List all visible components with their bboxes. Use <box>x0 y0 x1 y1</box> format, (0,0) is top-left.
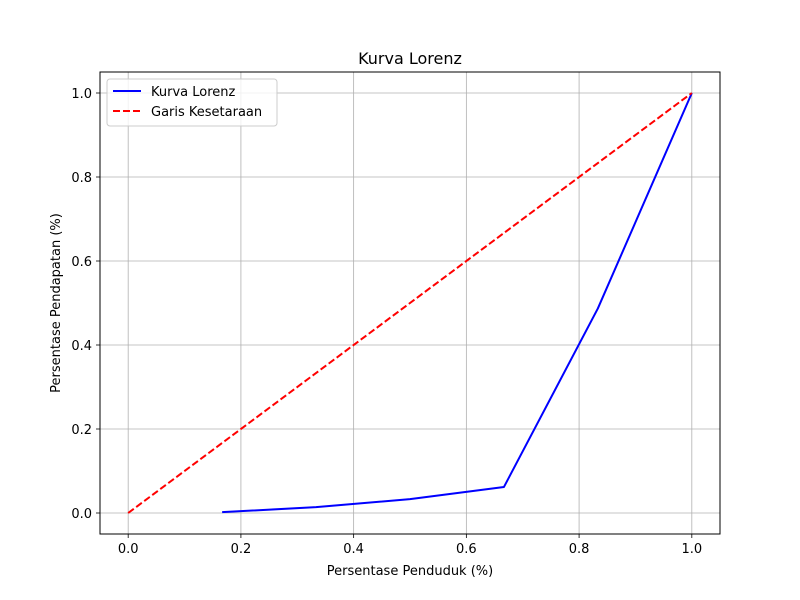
x-axis-label: Persentase Penduduk (%) <box>327 564 493 579</box>
grid-lines <box>100 72 720 534</box>
y-axis-label: Persentase Pendapatan (%) <box>49 213 64 393</box>
x-tick-label-1: 0.2 <box>231 542 252 557</box>
legend-label-garis-kesetaraan: Garis Kesetaraan <box>151 105 262 120</box>
y-tick-label-0: 0.0 <box>71 507 92 522</box>
x-tick-label-3: 0.6 <box>456 542 477 557</box>
x-tick-label-4: 0.8 <box>569 542 590 557</box>
x-tick-label-5: 1.0 <box>681 542 702 557</box>
plot-frame <box>99 71 721 535</box>
y-tick-label-4: 0.8 <box>71 171 92 186</box>
y-tick-label-1: 0.2 <box>71 423 92 438</box>
legend-label-kurva-lorenz: Kurva Lorenz <box>151 85 236 100</box>
y-tick-label-5: 1.0 <box>71 87 92 102</box>
x-tick-label-0: 0.0 <box>118 542 139 557</box>
y-tick-label-2: 0.4 <box>71 339 92 354</box>
y-tick-label-3: 0.6 <box>71 255 92 270</box>
chart-title: Kurva Lorenz <box>358 49 462 68</box>
legend: Kurva Lorenz Garis Kesetaraan <box>106 78 278 127</box>
axis-ticks: 0.0 0.2 0.4 0.6 0.8 1.0 0.0 0.2 0.4 0.6 0.8 1.0 <box>71 87 702 557</box>
series-lines <box>127 92 693 514</box>
series-line-1 <box>127 92 693 514</box>
series-line-0 <box>222 92 693 514</box>
x-tick-label-2: 0.4 <box>343 542 364 557</box>
legend-box <box>106 78 278 127</box>
